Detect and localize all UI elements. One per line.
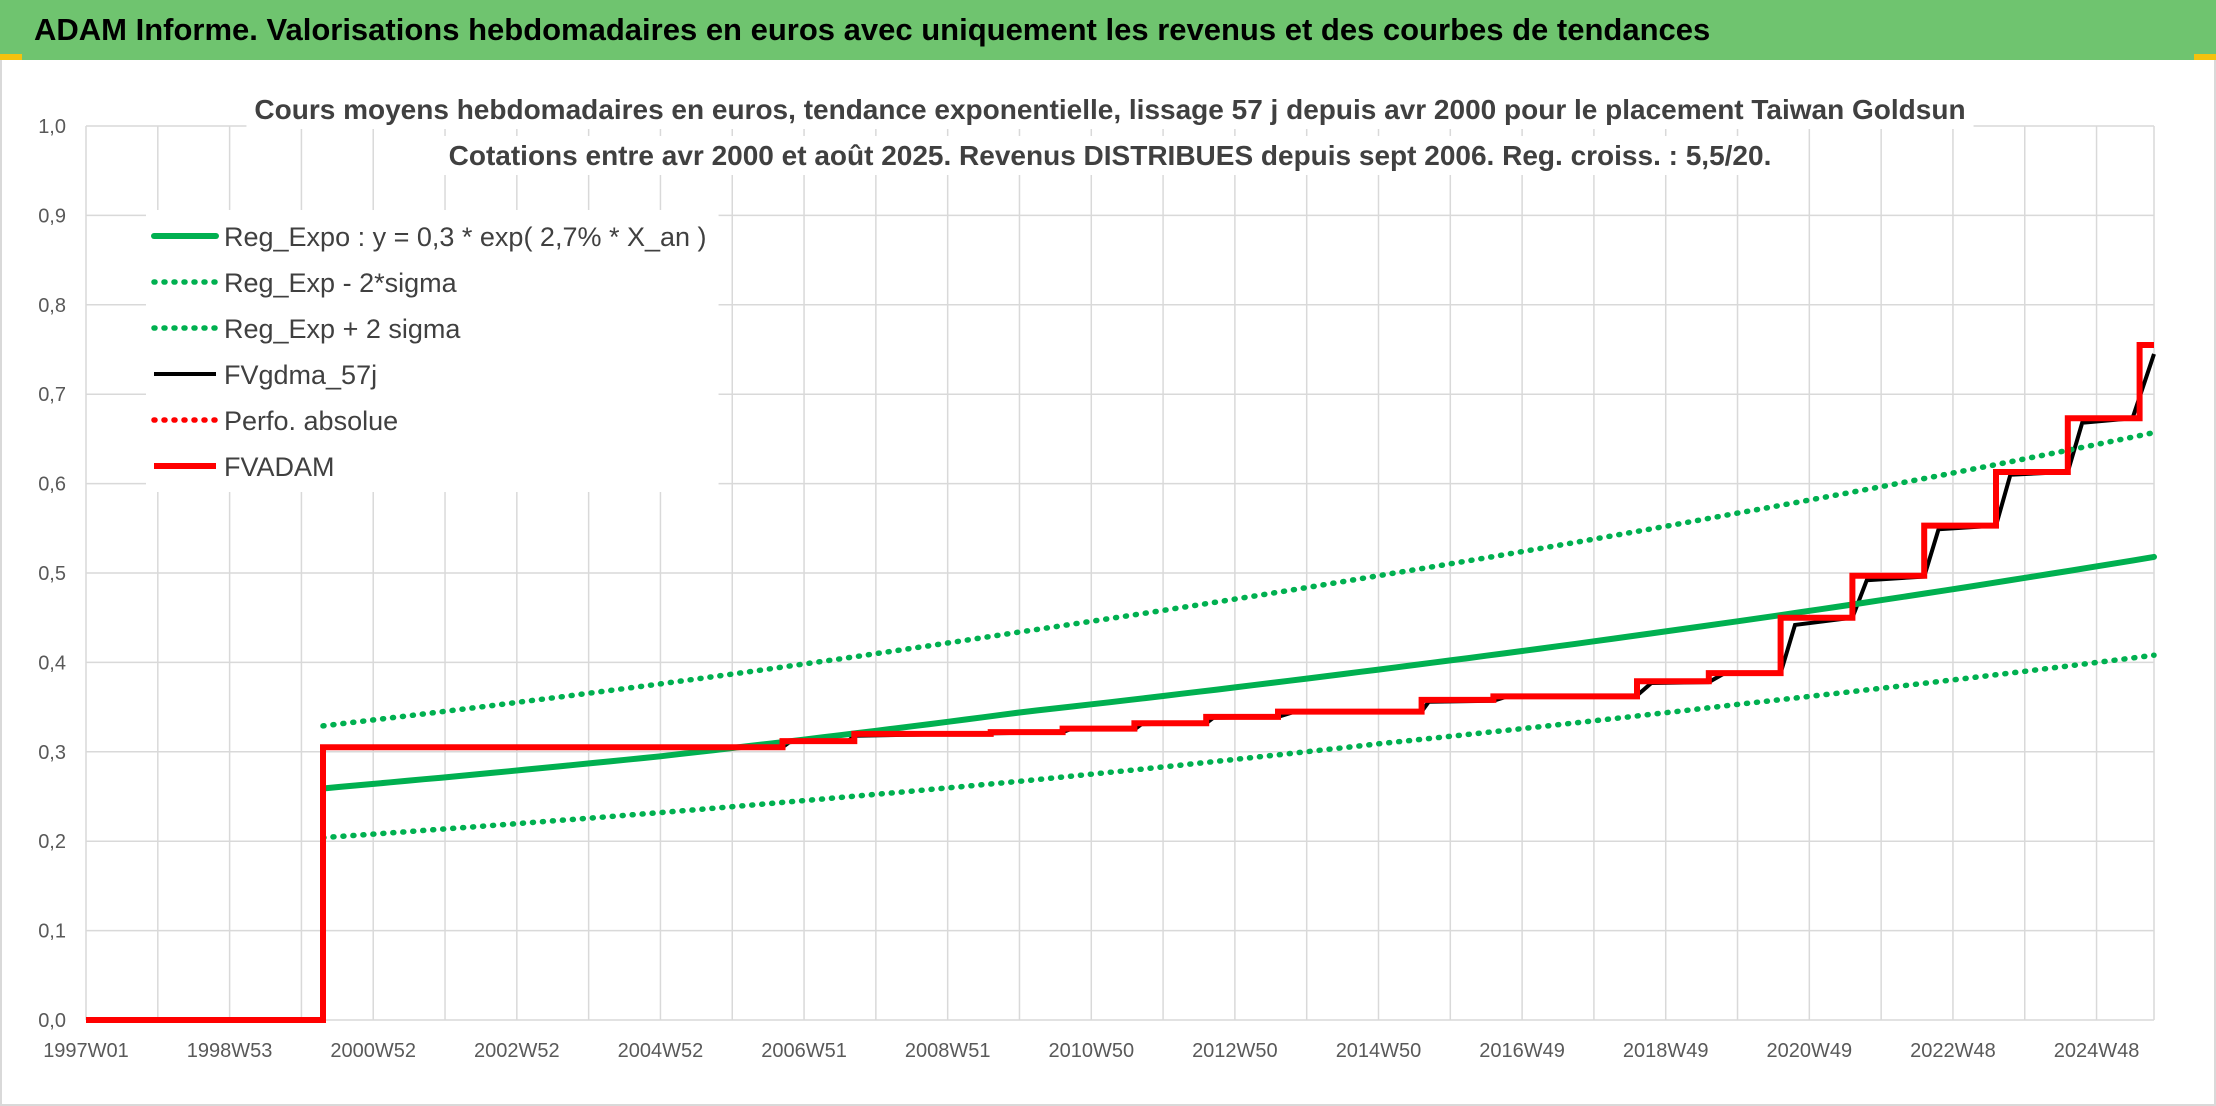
series-line-0 — [320, 553, 2157, 792]
y-tick-label: 0,1 — [38, 921, 66, 943]
series-line-1 — [320, 652, 2157, 841]
x-tick-label: 2018W49 — [1623, 1040, 1709, 1062]
x-tick-label: 2004W52 — [618, 1040, 704, 1062]
y-tick-label: 0,9 — [38, 205, 66, 227]
y-tick-label: 0,7 — [38, 384, 66, 406]
legend-entry-label: FVgdma_57j — [224, 360, 377, 390]
y-tick-label: 0,2 — [38, 831, 66, 853]
series-line-2 — [320, 429, 2157, 729]
title-background — [246, 90, 1974, 129]
y-tick-label: 0,4 — [38, 652, 66, 674]
y-tick-label: 1,0 — [38, 116, 66, 138]
chart-title: Cours moyens hebdomadaires en euros, ten… — [246, 90, 1974, 175]
legend-entry-label: Reg_Expo : y = 0,3 * exp( 2,7% * X_an ) — [224, 222, 707, 252]
report-header-title: ADAM Informe. Valorisations hebdomadaire… — [0, 0, 2216, 60]
y-tick-label: 0,6 — [38, 474, 66, 496]
x-tick-label: 2002W52 — [474, 1040, 560, 1062]
x-tick-label: 2008W51 — [905, 1040, 991, 1062]
series-layer — [86, 342, 2157, 1023]
y-tick-label: 0,0 — [38, 1010, 66, 1032]
y-tick-label: 0,3 — [38, 742, 66, 764]
chart-title-line-1: Cours moyens hebdomadaires en euros, ten… — [254, 94, 1965, 125]
legend-entry-label: Reg_Exp + 2 sigma — [224, 314, 461, 344]
title-background — [440, 136, 1780, 175]
x-tick-label: 2012W50 — [1192, 1040, 1278, 1062]
legend-entry-label: FVADAM — [224, 452, 335, 482]
y-tick-label: 0,8 — [38, 295, 66, 317]
y-tick-label: 0,5 — [38, 563, 66, 585]
x-tick-label: 1997W01 — [43, 1040, 129, 1062]
x-tick-label: 2020W49 — [1767, 1040, 1853, 1062]
x-tick-label: 2006W51 — [761, 1040, 847, 1062]
corner-marker-right — [2194, 54, 2216, 60]
corner-marker-left — [0, 54, 22, 60]
axis-labels: 0,0 0,1 0,2 0,3 0,4 0,5 0,6 0,7 0,8 0,9 1,0 1997W01… — [38, 116, 2139, 1062]
x-tick-label: 2000W52 — [330, 1040, 416, 1062]
legend-entry-label: Reg_Exp - 2*sigma — [224, 268, 458, 298]
x-tick-label: 1998W53 — [187, 1040, 273, 1062]
x-tick-label: 2010W50 — [1048, 1040, 1134, 1062]
series-line-5 — [86, 342, 2154, 1023]
x-tick-label: 2022W48 — [1910, 1040, 1996, 1062]
chart-container: Cours moyens hebdomadaires en euros, ten… — [0, 60, 2216, 1106]
chart-title-line-2: Cotations entre avr 2000 et août 2025. R… — [449, 140, 1772, 171]
x-tick-label: 2016W49 — [1479, 1040, 1565, 1062]
x-tick-label: 2014W50 — [1336, 1040, 1422, 1062]
chart-svg: Cours moyens hebdomadaires en euros, ten… — [38, 90, 2157, 1062]
legend: Reg_Expo : y = 0,3 * exp( 2,7% * X_an ) R… — [146, 210, 719, 492]
legend-background — [146, 210, 719, 492]
x-tick-label: 2024W48 — [2054, 1040, 2140, 1062]
legend-entry-label: Perfo. absolue — [224, 406, 398, 436]
